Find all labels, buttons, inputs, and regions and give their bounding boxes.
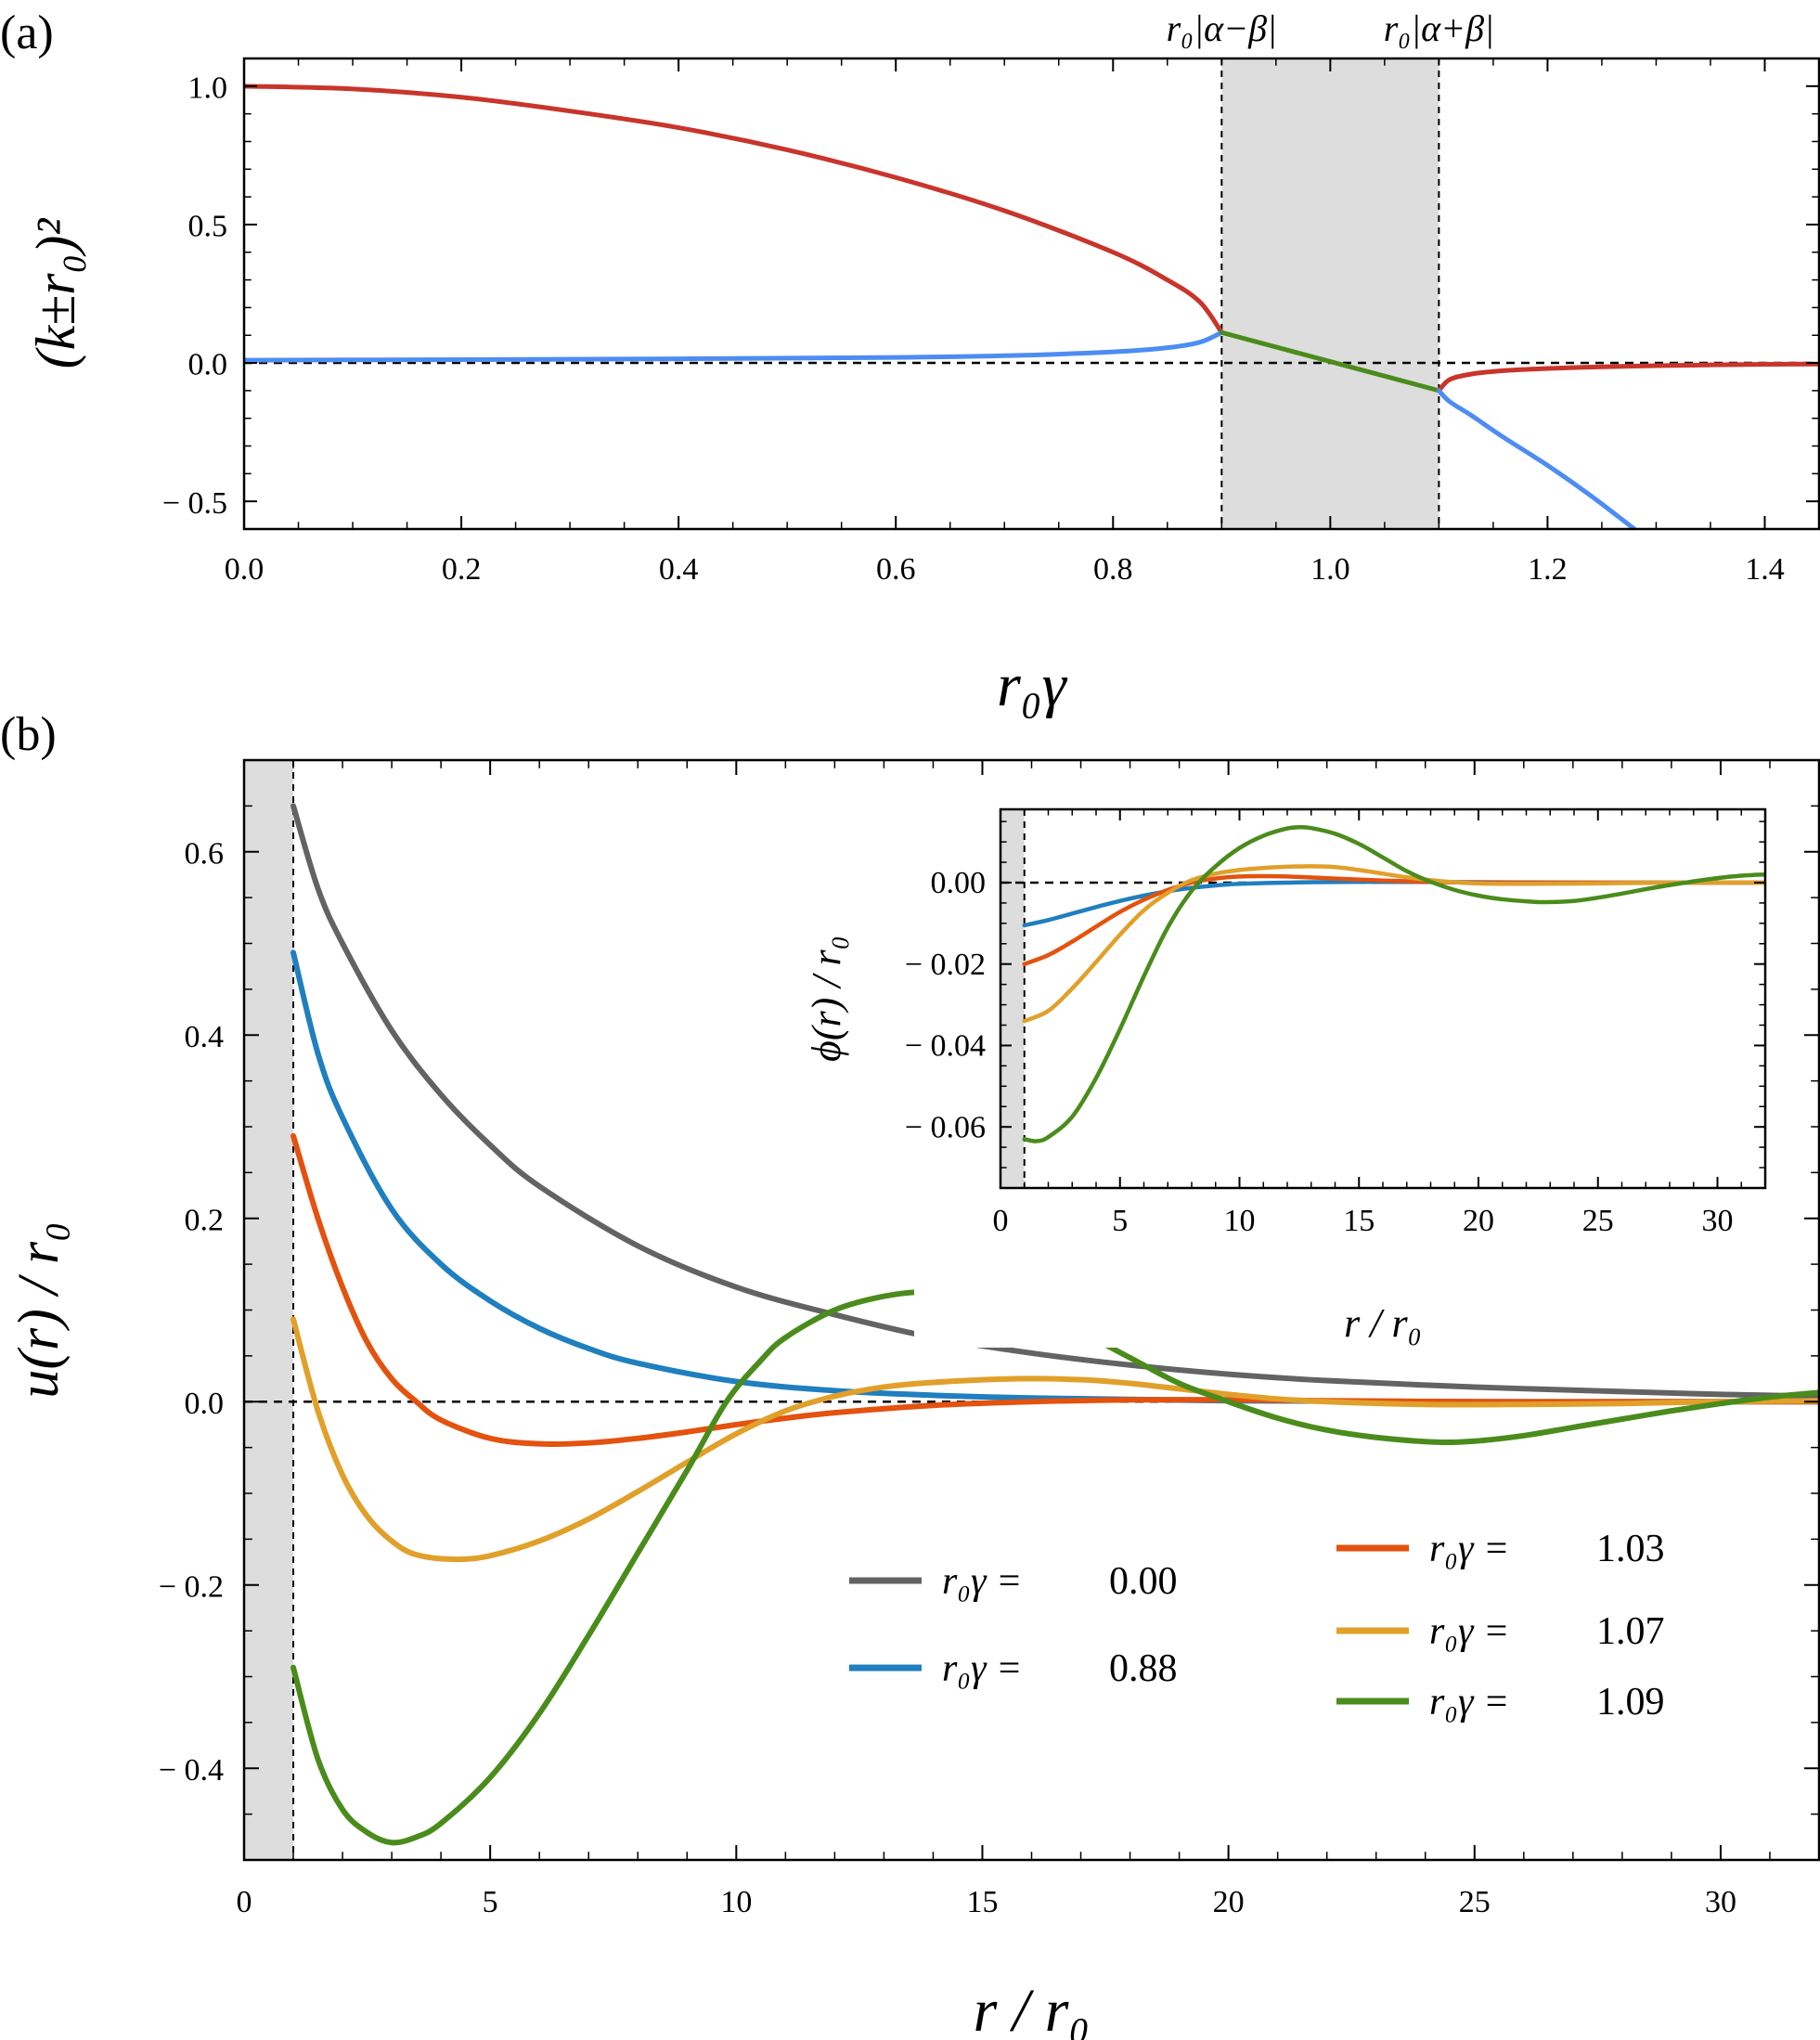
i-xtick-label: 15 [1343, 1204, 1375, 1238]
b-ytick-label: 0.6 [185, 836, 225, 871]
i-ytick-label: − 0.02 [905, 948, 986, 982]
panel-a-ticks: 0.0 0.2 0.4 0.6 0.8 1.0 1.2 1.4 − 0.5 0.0 0.5 1.0 [162, 58, 1820, 587]
legend: r₀γ = 0.00 r₀γ = 0.88 r₀γ = 1.03 r₀γ = 1.07 r₀γ … [849, 1528, 1665, 1724]
a-ytick-label: − 0.5 [162, 486, 227, 521]
i-xtick-label: 20 [1463, 1204, 1494, 1238]
b-ytick-label: 0.0 [185, 1387, 225, 1421]
b-xtick-label: 0 [237, 1885, 252, 1919]
legend-value-3: 1.07 [1596, 1610, 1665, 1653]
inset-background [914, 800, 1796, 1348]
a-ytick-label: 0.0 [188, 348, 228, 382]
a-series-line-4 [1436, 388, 1637, 529]
panel-a-x-axis-label: r₀γ [997, 652, 1068, 719]
a-series-line-0 [244, 84, 1224, 335]
b-xtick-label: 10 [720, 1885, 752, 1919]
a-xtick-label: 0.8 [1093, 552, 1133, 587]
b-series-line-0 [290, 803, 1819, 1400]
legend-value-4: 1.09 [1596, 1681, 1665, 1724]
i-xtick-label: 30 [1702, 1204, 1734, 1238]
a-series-line-2 [1219, 329, 1441, 394]
inset-series [1022, 824, 1765, 1143]
i-xtick-label: 5 [1112, 1204, 1128, 1238]
i-series-line-2 [1022, 864, 1765, 1024]
panel-b-y-axis-label: u(r) / r₀ [7, 1221, 71, 1398]
b-xtick-label: 15 [966, 1885, 998, 1919]
a-xtick-label: 1.4 [1745, 552, 1785, 587]
a-shade-rect [1221, 58, 1439, 529]
panel-a-shaded-region [1221, 58, 1439, 529]
a-ytick-label: 0.5 [188, 210, 228, 244]
a-series-line-1 [244, 329, 1224, 363]
b-ytick-label: 0.4 [185, 1020, 225, 1054]
b-series-line-3 [290, 1316, 1819, 1563]
inset-shaded-region [1000, 809, 1025, 1188]
a-xtick-label: 0.2 [442, 552, 482, 587]
panel-b-label: (b) [0, 708, 57, 761]
i-series-line-3 [1022, 824, 1765, 1143]
panel-b-ticks: 0 5 10 15 20 25 30 − 0.4 − 0.2 0.0 0.2 0.4 0.6 [159, 759, 1820, 1919]
b-ytick-label: − 0.2 [159, 1569, 224, 1604]
legend-value-1: 0.88 [1109, 1647, 1178, 1690]
legend-value-2: 1.03 [1596, 1528, 1665, 1570]
inset-y-axis-label: ϕ(r) / r₀ [804, 936, 849, 1062]
b-shade-rect [244, 760, 294, 1860]
a-xtick-label: 0.6 [876, 552, 916, 587]
inset-ticks: 0 5 10 15 20 25 30 − 0.06 − 0.04 − 0.02 0.00 [905, 809, 1766, 1238]
panel-a-series [244, 84, 1819, 529]
b-ytick-label: 0.2 [185, 1203, 225, 1237]
i-xtick-label: 0 [993, 1204, 1009, 1238]
i-ytick-label: − 0.04 [905, 1029, 986, 1064]
i-ytick-label: 0.00 [931, 866, 987, 900]
a-xtick-label: 1.2 [1528, 552, 1568, 587]
legend-label-0: r₀γ = [942, 1560, 1022, 1603]
a-xtick-label: 0.0 [225, 552, 265, 587]
panel-b-x-axis-label: r / r₀ [974, 1977, 1091, 2040]
b-xtick-label: 5 [483, 1885, 498, 1919]
legend-label-2: r₀γ = [1429, 1528, 1509, 1570]
b-xtick-label: 25 [1459, 1885, 1491, 1919]
a-series-line-3 [1436, 361, 1819, 394]
i-xtick-label: 10 [1224, 1204, 1256, 1238]
legend-label-4: r₀γ = [1429, 1681, 1509, 1724]
annotation-alpha-minus-beta: r₀|α−β| [1167, 7, 1277, 49]
annotation-alpha-plus-beta: r₀|α+β| [1384, 7, 1494, 49]
panel-b-shaded-region [244, 760, 294, 1860]
a-ytick-label: 1.0 [188, 71, 228, 105]
panel-a-frame [242, 57, 1820, 531]
legend-label-1: r₀γ = [942, 1647, 1022, 1690]
inset-reference-lines [1000, 809, 1765, 1188]
panel-b-series [290, 803, 1819, 1846]
i-xtick-label: 25 [1582, 1204, 1614, 1238]
legend-value-0: 0.00 [1109, 1560, 1178, 1603]
inset-chart: 0 5 10 15 20 25 30 − 0.06 − 0.04 − 0.02 0.00 r / r… [804, 800, 1796, 1348]
legend-label-3: r₀γ = [1429, 1610, 1509, 1653]
i-shade-rect [1000, 809, 1025, 1188]
b-xtick-label: 30 [1705, 1885, 1736, 1919]
a-xtick-label: 1.0 [1310, 552, 1350, 587]
panel-a-label: (a) [0, 6, 54, 59]
inset-x-axis-label: r / r₀ [1344, 1300, 1422, 1346]
panel-a-y-axis-label: (k±r₀)² [25, 218, 86, 369]
b-xtick-label: 20 [1213, 1885, 1245, 1919]
panel-a: (a) 0.0 0.2 0.4 0.6 0.8 1.0 1.2 1.4 − 0.5 0.0 0.5 1… [0, 6, 1820, 719]
i-ytick-label: − 0.06 [905, 1110, 986, 1144]
a-xtick-label: 0.4 [659, 552, 699, 587]
panel-b: (b) 0 5 10 15 20 25 30 − 0.4 − 0.2 0.0 0.2 0.4 0.6 r… [0, 708, 1820, 2040]
b-series-line-4 [290, 1288, 1819, 1846]
panel-a-reference-lines [244, 58, 1819, 529]
b-ytick-label: − 0.4 [159, 1753, 224, 1788]
